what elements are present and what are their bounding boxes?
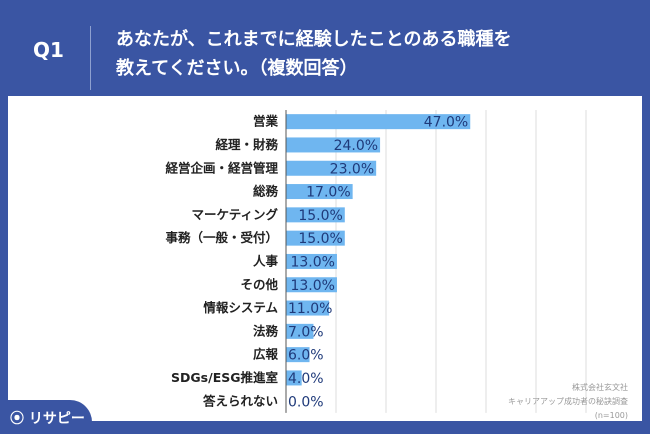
value-label: 13.0% — [290, 278, 334, 294]
bar — [286, 114, 471, 130]
source-company: 株式会社玄文社 — [572, 383, 628, 392]
category-label: 法務 — [253, 323, 279, 338]
value-label: 4.0% — [288, 371, 324, 387]
bar — [286, 277, 337, 293]
category-label: 総務 — [253, 184, 279, 199]
bar-chart: 営業 47.0% 経理・財務 24.0% 経営企画・経営管理 23.0% 総務 17.0% マー… — [165, 110, 587, 413]
divider — [90, 26, 91, 90]
value-label: 47.0% — [424, 115, 468, 131]
value-label: 11.0% — [288, 301, 332, 317]
category-label: マーケティング — [191, 207, 278, 222]
bar — [286, 184, 353, 200]
pin-icon: ⦿ — [10, 411, 24, 427]
bar — [286, 160, 377, 176]
bar — [286, 323, 314, 339]
bar — [286, 370, 302, 386]
value-label: 23.0% — [330, 161, 374, 177]
category-label: 経理・財務 — [215, 137, 278, 152]
chart-panel: 営業 47.0% 経理・財務 24.0% 経営企画・経営管理 23.0% 総務 17.0% マー… — [8, 96, 642, 421]
bar — [286, 253, 337, 269]
bar — [286, 300, 330, 316]
bar — [286, 207, 345, 223]
bar — [286, 230, 345, 246]
bar — [286, 137, 381, 153]
category-label: その他 — [240, 277, 278, 292]
category-label: 答えられない — [203, 393, 278, 408]
category-label: 営業 — [253, 114, 279, 129]
value-label: 17.0% — [306, 185, 350, 201]
question-number: Q1 — [33, 38, 64, 62]
source-survey: キャリアアップ成功者の秘訣調査 — [508, 397, 628, 406]
value-label: 7.0% — [288, 324, 324, 340]
question-title: あなたが、これまでに経験したことのある職種を 教えてください。（複数回答） — [116, 25, 616, 83]
value-label: 15.0% — [298, 208, 342, 224]
category-label: SDGs/ESG推進室 — [171, 370, 278, 385]
category-label: 情報システム — [203, 300, 278, 315]
bar — [286, 347, 310, 363]
value-label: 15.0% — [298, 231, 342, 247]
sample-size: (n=100) — [594, 411, 628, 420]
value-label: 6.0% — [288, 348, 324, 364]
value-label: 13.0% — [290, 254, 334, 270]
logo: ⦿ リサピー — [0, 400, 92, 434]
title-line-2: 教えてください。（複数回答） — [116, 58, 358, 79]
category-label: 広報 — [253, 347, 279, 362]
category-label: 人事 — [253, 253, 279, 268]
logo-text: リサピー — [28, 411, 85, 427]
value-label: 24.0% — [334, 138, 378, 154]
value-label: 0.0% — [288, 394, 324, 410]
category-label: 事務（一般・受付） — [165, 230, 278, 245]
source-note: 株式会社玄文社 キャリアアップ成功者の秘訣調査 (n=100) — [508, 381, 628, 423]
title-line-1: あなたが、これまでに経験したことのある職種を — [116, 29, 512, 50]
category-label: 経営企画・経営管理 — [165, 160, 278, 175]
